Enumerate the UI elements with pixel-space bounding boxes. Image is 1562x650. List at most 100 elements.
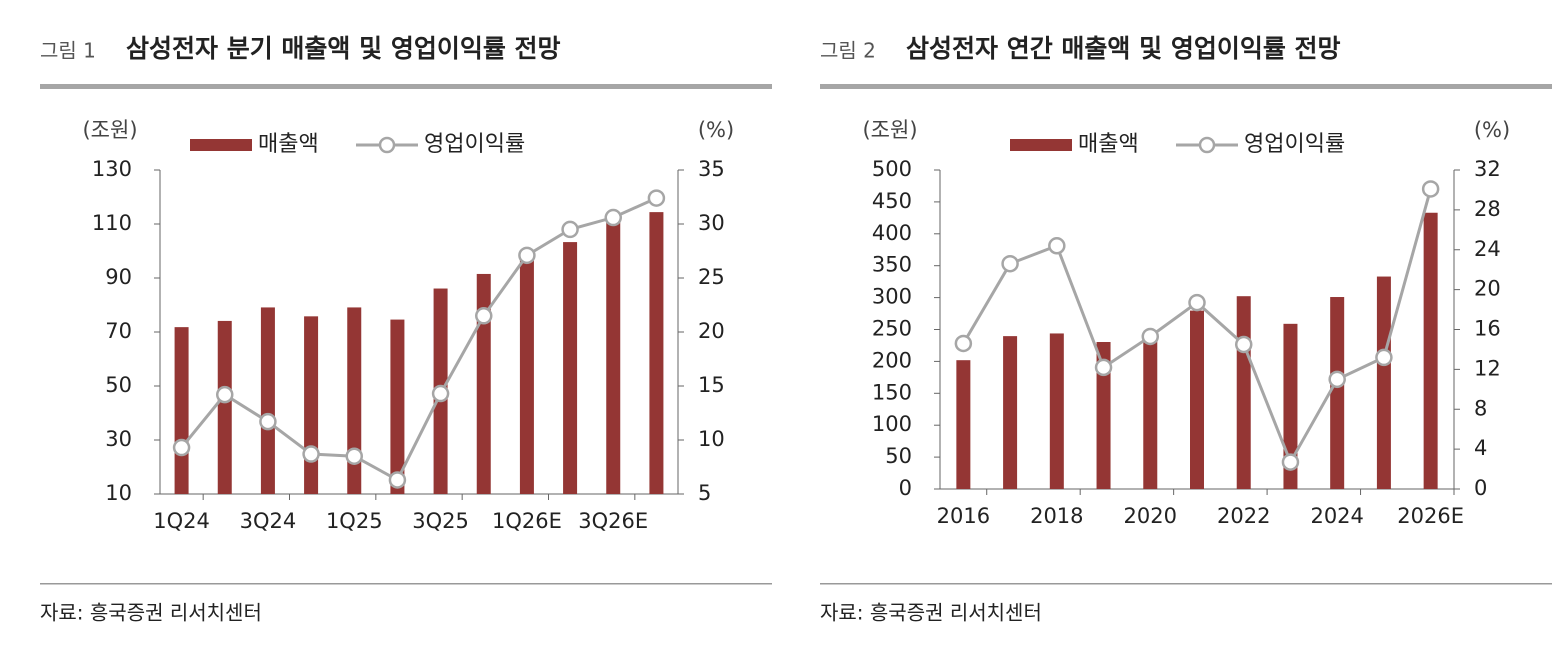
bar <box>649 212 664 494</box>
x-tick-label: 2022 <box>1217 504 1270 528</box>
y-tick-label: 90 <box>105 265 132 289</box>
legend-swatch <box>190 139 252 151</box>
line-marker <box>172 438 191 457</box>
y2-tick-label: 30 <box>698 211 725 235</box>
chart-title: 삼성전자 분기 매출액 및 영업이익률 전망 <box>126 34 561 63</box>
line-marker <box>302 445 320 463</box>
y-tick-label: 250 <box>872 317 912 341</box>
x-tick-label: 1Q25 <box>326 509 383 533</box>
x-tick-label: 3Q26E <box>578 509 648 533</box>
bar <box>1330 297 1345 489</box>
bar <box>476 273 491 494</box>
line-marker <box>1001 254 1019 273</box>
bar <box>1143 337 1158 489</box>
figure-label: 그림 2 <box>820 39 876 63</box>
y-tick-label: 130 <box>92 157 132 181</box>
y-tick-label: 110 <box>92 211 132 235</box>
y2-tick-label: 0 <box>1474 476 1487 500</box>
bar <box>1236 296 1251 489</box>
x-tick-label: 2026E <box>1397 504 1464 528</box>
y-tick-label: 50 <box>885 444 912 468</box>
legend-label: 영업이익률 <box>1244 132 1345 157</box>
x-tick-label: 1Q24 <box>153 509 210 533</box>
y2-tick-label: 15 <box>698 373 725 397</box>
y2-tick-label: 4 <box>1474 436 1487 460</box>
source-note: 자료: 흥국증권 리서치센터 <box>820 601 1042 625</box>
figure-label: 그림 1 <box>40 39 96 63</box>
y2-axis-unit: (%) <box>1474 118 1510 142</box>
y2-tick-label: 16 <box>1474 317 1501 341</box>
bar <box>519 257 534 494</box>
y-tick-label: 50 <box>105 373 132 397</box>
y-tick-label: 450 <box>872 189 912 213</box>
bar <box>1283 323 1298 489</box>
y-tick-label: 400 <box>872 221 912 245</box>
bar <box>1376 276 1391 489</box>
line-marker <box>1141 327 1160 346</box>
y2-tick-label: 8 <box>1474 396 1487 420</box>
y2-tick-label: 24 <box>1474 237 1501 261</box>
line-marker <box>1281 453 1300 471</box>
bar <box>217 320 232 494</box>
bar <box>563 242 578 494</box>
line-marker <box>1234 335 1253 354</box>
line-marker <box>345 447 363 465</box>
bar <box>1049 333 1064 489</box>
y2-tick-label: 20 <box>1474 277 1501 301</box>
line-marker <box>259 412 277 431</box>
y-tick-label: 100 <box>872 412 912 436</box>
header-rule <box>40 84 772 89</box>
bar <box>1423 212 1438 489</box>
line-marker <box>647 189 666 207</box>
line-marker <box>1375 348 1393 367</box>
y2-tick-label: 25 <box>698 265 725 289</box>
line-marker <box>388 471 407 489</box>
y-tick-label: 150 <box>872 380 912 404</box>
series-line <box>180 196 658 483</box>
line-marker <box>1328 370 1346 389</box>
bar <box>1190 310 1204 489</box>
bar <box>956 360 971 489</box>
line-marker <box>1048 237 1066 255</box>
y-tick-label: 70 <box>105 319 132 343</box>
y2-axis-unit: (%) <box>698 118 734 142</box>
line-marker <box>431 384 450 403</box>
bar <box>1096 342 1111 489</box>
y2-tick-label: 28 <box>1474 197 1501 221</box>
y2-tick-label: 20 <box>698 319 725 343</box>
legend-swatch <box>1010 139 1072 151</box>
legend-marker <box>1198 136 1216 154</box>
line-marker <box>216 385 234 404</box>
line-marker <box>954 334 973 353</box>
x-tick-label: 1Q26E <box>492 509 562 533</box>
bar <box>606 222 621 495</box>
y-tick-label: 30 <box>105 427 132 451</box>
y-tick-label: 200 <box>872 348 912 372</box>
source-note: 자료: 흥국증권 리서치센터 <box>40 601 262 625</box>
legend-marker <box>378 136 396 154</box>
y2-tick-label: 12 <box>1474 356 1501 380</box>
y-axis-unit: (조원) <box>82 118 137 142</box>
line-marker <box>475 307 493 325</box>
y-tick-label: 300 <box>872 285 912 309</box>
y2-tick-label: 5 <box>698 481 711 505</box>
legend-label: 매출액 <box>1078 132 1139 157</box>
header-rule <box>820 84 1552 89</box>
bar <box>347 307 362 494</box>
bar <box>304 316 319 494</box>
line-marker <box>1094 358 1113 377</box>
y2-tick-label: 10 <box>698 427 725 451</box>
y2-tick-label: 32 <box>1474 157 1501 181</box>
bar <box>390 319 405 494</box>
x-tick-label: 2018 <box>1030 504 1083 528</box>
y-tick-label: 350 <box>872 253 912 277</box>
chart-title: 삼성전자 연간 매출액 및 영업이익률 전망 <box>906 34 1341 63</box>
x-tick-label: 2020 <box>1124 504 1177 528</box>
y-axis-unit: (조원) <box>862 118 917 142</box>
line-marker <box>604 208 622 227</box>
x-tick-label: 3Q24 <box>240 509 297 533</box>
x-tick-label: 3Q25 <box>412 509 469 533</box>
footer-rule <box>40 583 772 585</box>
